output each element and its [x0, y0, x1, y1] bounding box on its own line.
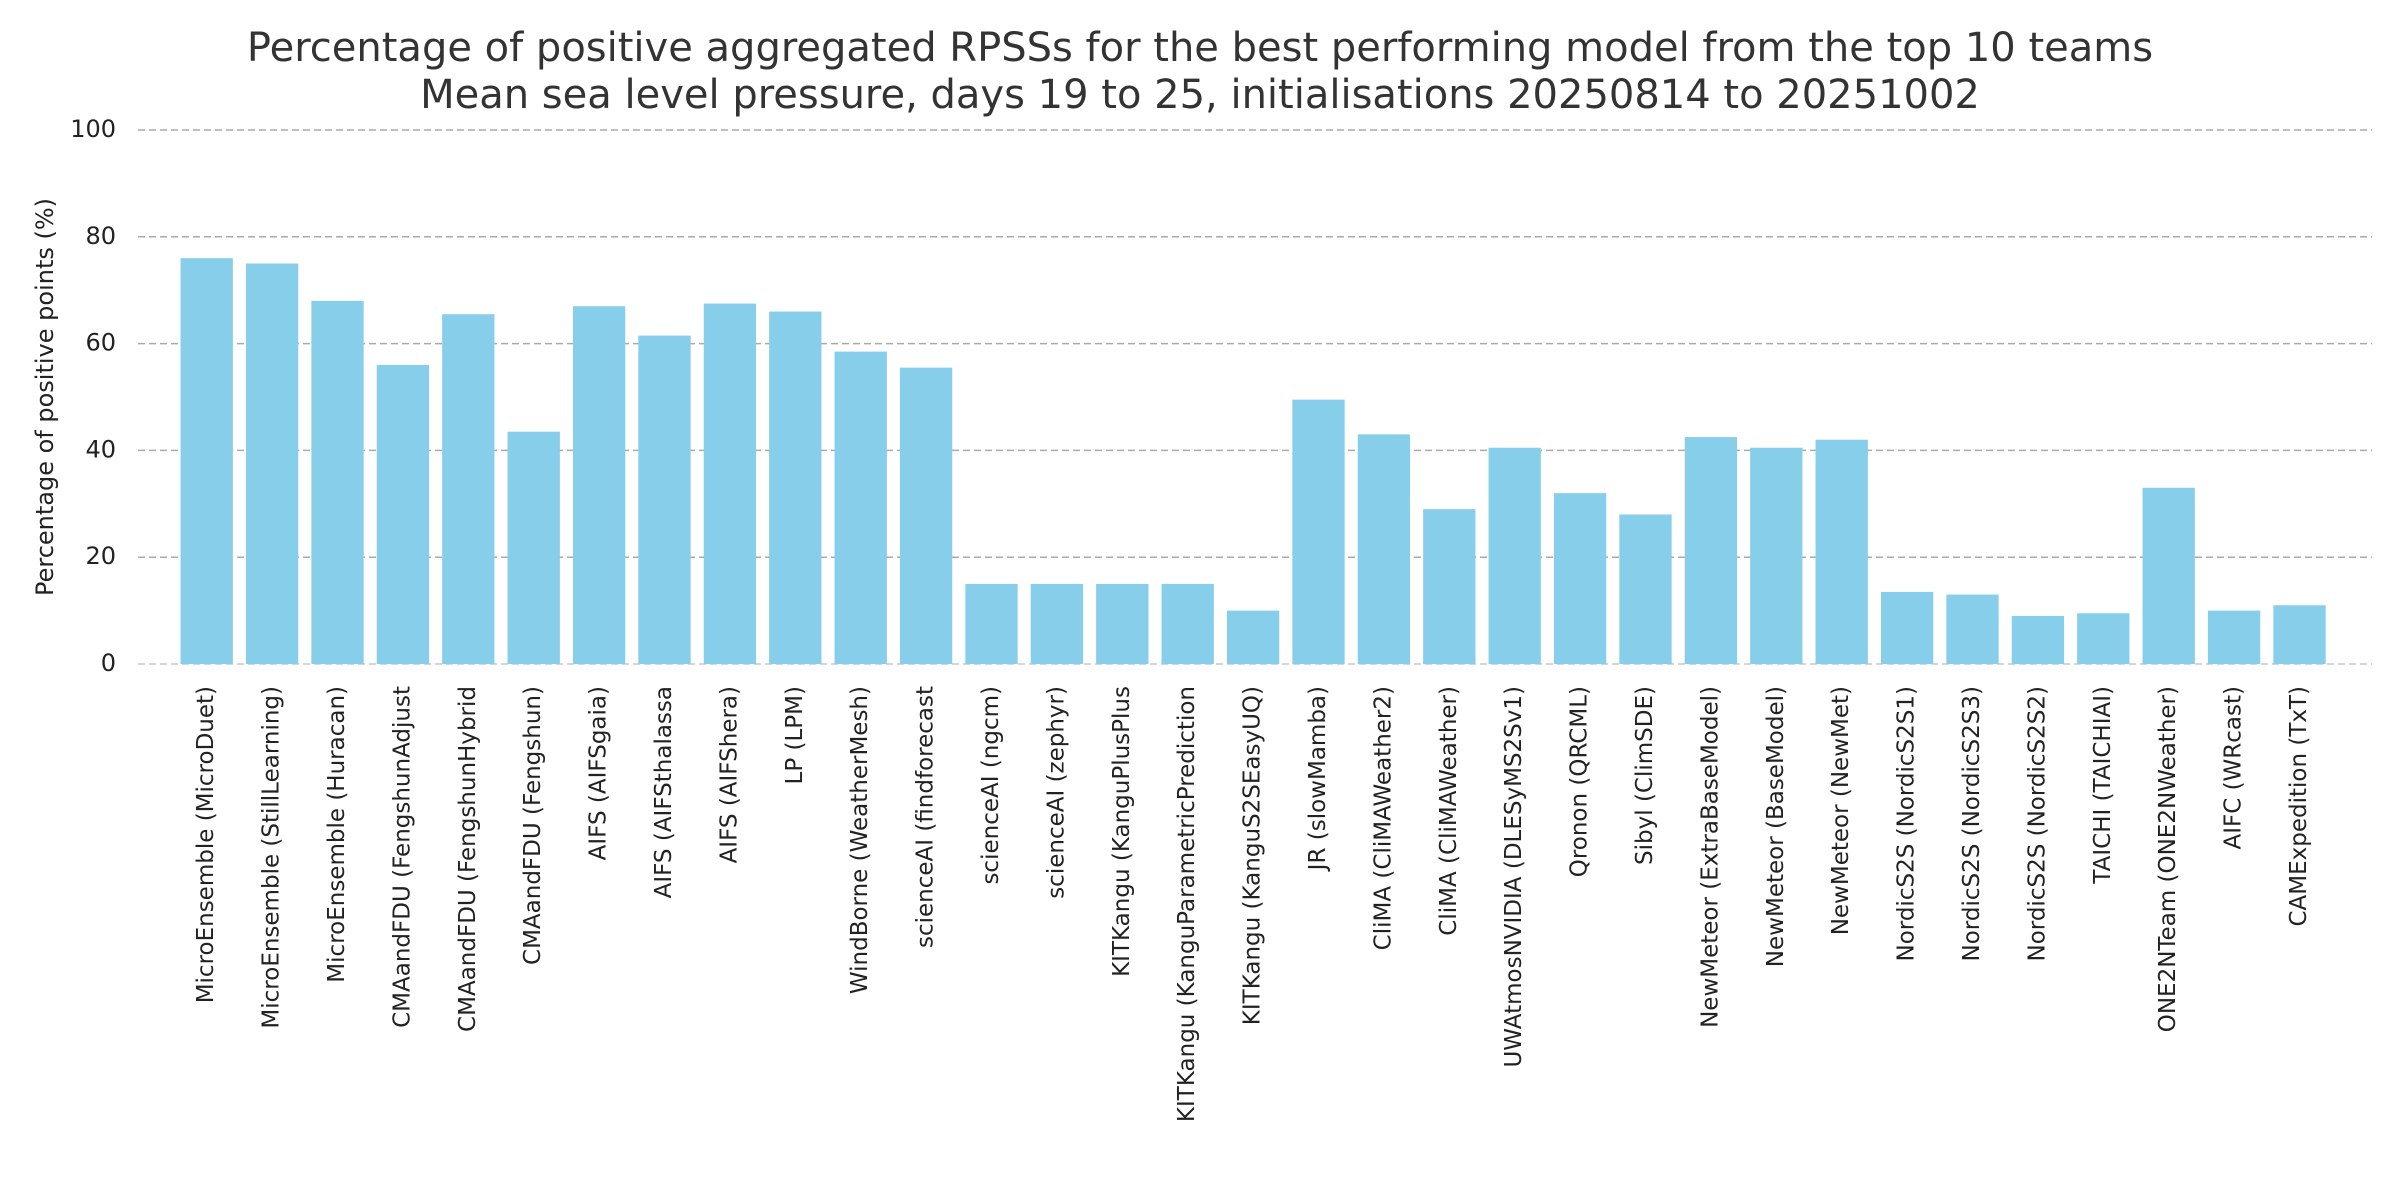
x-tick-label: CliMA (CliMAWeather)	[1436, 686, 1462, 936]
bar	[1030, 583, 1084, 664]
bar	[2011, 615, 2065, 664]
y-axis-label: Percentage of positive points (%)	[31, 198, 59, 596]
bar	[834, 351, 887, 664]
bar	[965, 583, 1018, 664]
x-tick-label: AIFS (AIFSgaia)	[586, 686, 612, 860]
bar	[245, 263, 299, 664]
bar	[1553, 493, 1607, 664]
x-tick-label: KITKangu (KanguS2SEasyUQ)	[1240, 686, 1266, 1025]
bar	[1684, 437, 1738, 664]
x-tick-label: JR (slowMamba)	[1305, 686, 1331, 872]
y-tick-label: 20	[85, 542, 116, 570]
x-tick-label: AIFS (AIFShera)	[716, 686, 742, 863]
bar	[1946, 594, 1999, 664]
x-tick-label: MicroEnsemble (MicroDuet)	[193, 686, 219, 1003]
bar	[1488, 447, 1541, 664]
bar	[769, 311, 822, 664]
bar	[1357, 434, 1411, 664]
x-tick-label: KITKangu (KanguPlusPlus	[1109, 686, 1135, 977]
bar	[572, 306, 626, 664]
chart-title: Percentage of positive aggregated RPSSs …	[247, 25, 2153, 71]
bar	[2207, 610, 2261, 664]
x-tick-label: CliMA (CliMAWeather2)	[1370, 686, 1396, 950]
bar	[1815, 439, 1868, 664]
x-tick-label: CMAandFDU (Fengshun)	[520, 686, 546, 965]
bar	[2273, 605, 2326, 664]
bar	[703, 303, 757, 664]
bar	[1619, 514, 1672, 664]
bar	[376, 364, 430, 664]
x-tick-label: NewMeteor (ExtraBaseModel)	[1697, 686, 1723, 1028]
x-tick-label: NordicS2S (NordicS2S3)	[1959, 686, 1985, 961]
chart-subtitle: Mean sea level pressure, days 19 to 25, …	[420, 72, 1980, 118]
x-tick-label: Sibyl (ClimSDE)	[1632, 686, 1658, 865]
x-tick-label: KITKangu (KanguParametricPrediction	[1174, 686, 1200, 1122]
bar	[1161, 583, 1214, 664]
bar	[899, 367, 953, 664]
x-tick-label: CMAandFDU (FengshunHybrid	[455, 686, 481, 1032]
x-tick-label: ONE2NTeam (ONE2NWeather)	[2155, 686, 2181, 1032]
bar	[1292, 399, 1345, 664]
bar	[311, 300, 364, 664]
x-tick-label: TAICHI (TAICHIAI)	[2090, 686, 2116, 885]
bar	[507, 431, 560, 664]
bar	[1096, 583, 1149, 664]
x-tick-label: LP (LPM)	[782, 686, 808, 784]
x-tick-label: NordicS2S (NordicS2S2)	[2024, 686, 2050, 961]
x-tick-label: CAMExpedition (TxT)	[2286, 686, 2312, 927]
y-tick-label: 80	[85, 222, 116, 250]
bar	[2142, 487, 2195, 664]
bar	[1226, 610, 1280, 664]
x-tick-label: MicroEnsemble (StillLearning)	[259, 686, 285, 1029]
bar	[180, 258, 233, 664]
x-tick-label: scienceAI (ngcm)	[978, 686, 1004, 885]
y-tick-label: 40	[85, 435, 116, 463]
bar	[442, 314, 495, 664]
x-tick-label: UWAtmosNVIDIA (DLESyMS2Sv1)	[1501, 686, 1527, 1068]
x-tick-label: CMAandFDU (FengshunAdjust	[389, 686, 415, 1028]
x-tick-label: NordicS2S (NordicS2S1)	[1894, 686, 1920, 961]
x-tick-label: AIFS (AIFSthalassa	[651, 686, 677, 898]
x-tick-label: scienceAI (zephyr)	[1043, 686, 1069, 899]
bar	[2077, 613, 2130, 664]
x-tick-label: NewMeteor (BaseModel)	[1763, 686, 1789, 967]
x-tick-label: NewMeteor (NewMet)	[1828, 686, 1854, 935]
bar	[1750, 447, 1803, 664]
x-tick-label: scienceAI (findforecast	[913, 686, 939, 948]
bar	[1880, 591, 1934, 664]
x-tick-label: AIFC (WRcast)	[2221, 686, 2247, 850]
y-tick-label: 0	[101, 649, 116, 677]
y-tick-label: 100	[70, 115, 116, 143]
bar	[638, 335, 691, 664]
x-tick-label: WindBorne (WeatherMesh)	[847, 686, 873, 994]
x-tick-label: MicroEnsemble (Huracan)	[324, 686, 350, 983]
y-tick-label: 60	[85, 329, 116, 357]
bar	[1423, 509, 1476, 664]
x-tick-label: Qronon (QRCML)	[1567, 686, 1593, 877]
